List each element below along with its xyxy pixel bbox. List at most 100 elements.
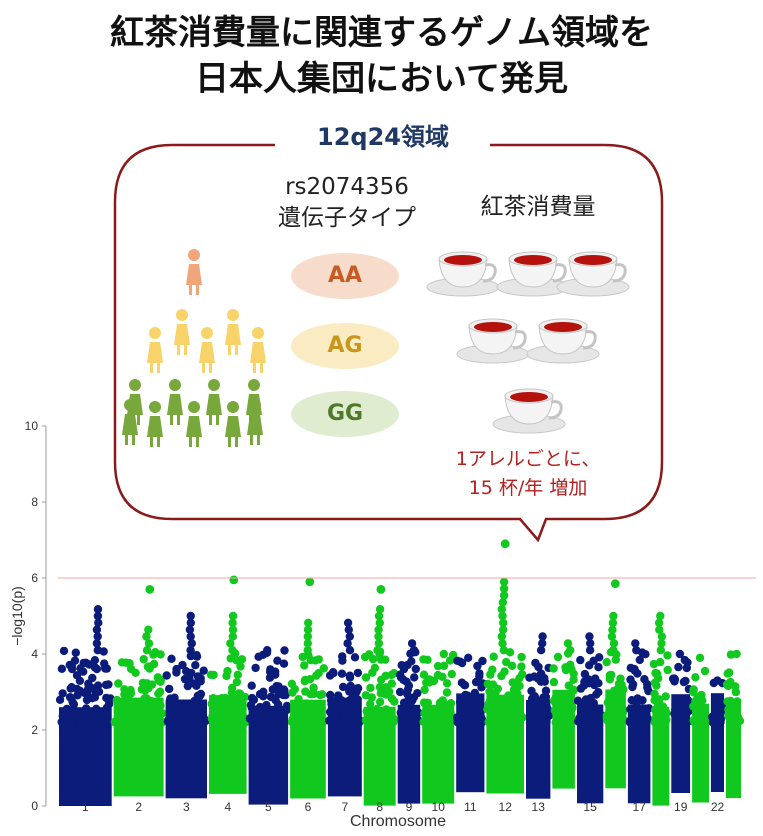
peak-snp-point xyxy=(632,646,641,655)
snp-point xyxy=(311,700,321,710)
chromosome-20-dense-band xyxy=(692,703,709,803)
chromosome-6-points xyxy=(287,577,328,799)
snp-point xyxy=(512,694,522,704)
snp-point xyxy=(566,660,575,669)
snp-point xyxy=(375,712,384,721)
snp-point xyxy=(361,691,370,700)
snp-point xyxy=(603,698,612,707)
person-icon xyxy=(225,401,241,447)
snp-point xyxy=(683,696,693,705)
snp-point xyxy=(223,701,233,710)
snp-point xyxy=(457,678,467,687)
snp-point xyxy=(178,660,187,670)
snp-point xyxy=(380,707,389,716)
snp-point xyxy=(274,682,283,691)
snp-point xyxy=(670,674,679,683)
snp-point xyxy=(139,717,148,727)
peak-snp-point xyxy=(186,611,195,621)
snp-point xyxy=(309,683,318,692)
snp-point xyxy=(155,687,165,696)
chromosome-18-points xyxy=(649,611,672,806)
peak-snp-point xyxy=(654,618,664,627)
tea-cups xyxy=(426,251,630,434)
snp-point xyxy=(566,714,576,723)
snp-point xyxy=(273,700,283,709)
snp-point xyxy=(162,671,171,680)
chromosome-9-points xyxy=(395,639,424,804)
snp-point xyxy=(592,690,601,699)
chromosome-7-points xyxy=(325,618,365,797)
snp-point xyxy=(628,682,637,692)
snp-point xyxy=(433,670,443,680)
tea-cup-icon xyxy=(492,388,566,434)
peak-snp-point xyxy=(304,618,313,627)
snp-point xyxy=(542,717,551,726)
snp-point xyxy=(534,662,543,672)
peak-snp-point xyxy=(375,605,385,614)
snp-point xyxy=(376,689,385,698)
snp-point xyxy=(77,716,86,726)
snp-point xyxy=(220,694,229,703)
snp-point xyxy=(144,683,153,693)
snp-point xyxy=(424,708,434,717)
snp-point xyxy=(663,651,672,660)
snp-point xyxy=(318,718,328,727)
peak-snp-point xyxy=(498,639,507,648)
top-snp-point xyxy=(610,579,620,589)
snp-point xyxy=(541,686,551,695)
title-line-1: 紅茶消費量に関連するゲノム領域を xyxy=(110,13,653,53)
snp-point xyxy=(594,663,603,672)
peak-snp-point xyxy=(497,605,506,614)
snp-point xyxy=(58,689,67,698)
snp-point xyxy=(348,717,357,727)
snp-point xyxy=(494,713,503,723)
title-line-2: 日本人集団において発見 xyxy=(195,59,568,99)
snp-point xyxy=(76,664,85,673)
snp-point xyxy=(530,692,539,701)
peak-snp-point xyxy=(609,611,618,621)
snp-point xyxy=(594,679,603,688)
chromosome-22-points xyxy=(722,649,745,799)
snp-point xyxy=(564,681,573,690)
snp-point xyxy=(638,696,647,705)
snp-point xyxy=(246,700,256,710)
snp-point xyxy=(413,689,422,698)
snp-point xyxy=(366,683,375,693)
snp-point xyxy=(461,690,470,700)
peak-snp-point xyxy=(375,618,384,627)
peak-snp-point xyxy=(345,632,354,641)
snp-point xyxy=(447,669,456,679)
peak-snp-point xyxy=(144,625,153,634)
snp-point xyxy=(153,673,162,682)
snp-point xyxy=(475,672,484,681)
snp-point xyxy=(535,718,544,727)
snp-point xyxy=(314,655,323,664)
snp-point xyxy=(136,708,145,717)
snp-point xyxy=(106,694,115,703)
snp-point xyxy=(196,674,205,683)
x-tick-label: 6 xyxy=(305,800,312,814)
snp-point xyxy=(609,703,619,712)
chromosome-11-points xyxy=(453,653,488,793)
snp-point xyxy=(94,687,104,696)
y-tick-label: 0 xyxy=(31,799,38,813)
snp-point xyxy=(187,668,196,678)
snp-point xyxy=(525,673,534,682)
snp-point xyxy=(315,690,325,700)
x-tick-label: 15 xyxy=(583,800,597,814)
snp-point xyxy=(248,714,257,723)
snp-point xyxy=(149,697,158,707)
snp-point xyxy=(585,701,594,710)
snp-point xyxy=(312,671,321,680)
snp-point xyxy=(569,675,578,684)
snp-point xyxy=(505,648,515,657)
peak-snp-point xyxy=(303,625,313,634)
snp-point xyxy=(483,705,492,714)
top-snp-point xyxy=(500,539,510,549)
snp-point xyxy=(699,715,708,724)
peak-snp-point xyxy=(92,639,102,648)
snp-point xyxy=(138,678,148,688)
snp-point xyxy=(266,667,275,677)
peak-snp-point xyxy=(303,632,312,641)
snp-point xyxy=(697,696,707,705)
